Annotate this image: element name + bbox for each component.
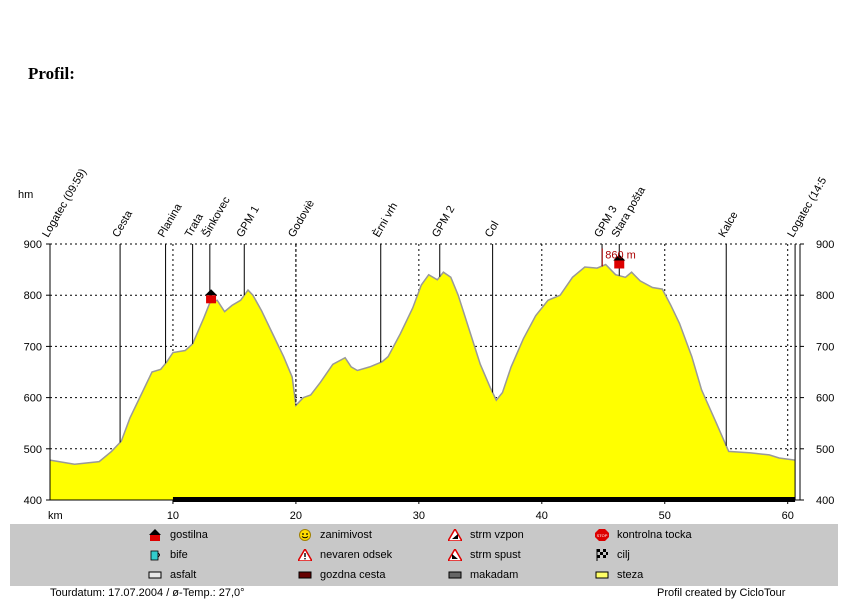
marker-layer: 860 m <box>205 248 636 304</box>
axis-layer: 400 400 500 500 600 600 700 700 800 800 900 900 10 20… <box>24 239 835 520</box>
legend-label: bife <box>170 549 188 561</box>
elevation-area <box>50 264 796 500</box>
legend-item: zanimivost <box>298 529 372 541</box>
waypoint-label: GPM 2 <box>430 204 458 240</box>
x-tick-label: 60 <box>782 510 794 520</box>
smiley-icon <box>298 529 312 541</box>
footer-tour-info: Tourdatum: 17.07.2004 / ø-Temp.: 27,0° <box>50 587 245 599</box>
y-tick-label-right: 500 <box>816 444 834 456</box>
legend-label: steza <box>617 569 644 581</box>
profile-area-layer <box>49 263 796 500</box>
x-tick-label: 10 <box>167 510 179 520</box>
house-roof <box>613 254 626 261</box>
page-title: Profil: <box>28 64 75 83</box>
y-tick-label-left: 500 <box>24 444 42 456</box>
y-tick-label-left: 900 <box>24 239 42 251</box>
legend-label: makadam <box>470 569 519 581</box>
y-axis-label-left: hm <box>18 189 33 201</box>
elevation-outline <box>49 263 796 465</box>
y-tick-label-right: 700 <box>816 341 834 353</box>
x-tick-label: 30 <box>413 510 425 520</box>
house-body <box>614 260 625 269</box>
legend-label: zanimivost <box>320 529 372 541</box>
cup-icon <box>148 549 162 561</box>
waypoint-label: Cesta <box>110 208 135 240</box>
legend-item: steza <box>595 569 643 581</box>
legend-item: makadam <box>448 569 518 581</box>
legend-item: gostilna <box>148 529 208 541</box>
y-tick-label-right: 900 <box>816 239 834 251</box>
y-tick-label-right: 800 <box>816 290 834 302</box>
waypoint-label: Logatec (14:5 <box>785 175 829 239</box>
waypoint-label: Kalce <box>716 210 740 240</box>
y-tick-label-right: 400 <box>816 495 834 507</box>
gravel-swatch <box>448 569 462 581</box>
x-tick-label: 20 <box>290 510 302 520</box>
house-body <box>206 295 217 304</box>
legend-label: gozdna cesta <box>320 569 386 581</box>
surface-segment-makadam <box>172 497 796 502</box>
y-tick-label-right: 600 <box>816 393 834 405</box>
legend-label: cilj <box>617 549 630 561</box>
y-tick-label-left: 600 <box>24 393 42 405</box>
legend-item: STOP kontrolna tocka <box>595 529 692 541</box>
legend-panel: gostilna zanimivost strm vzpon STOP kontroln… <box>10 524 838 586</box>
forest-road-swatch <box>298 569 312 581</box>
steep-climb-icon <box>446 527 464 542</box>
legend-label: asfalt <box>170 569 197 581</box>
y-tick-label-left: 800 <box>24 290 42 302</box>
x-axis-label: km <box>48 510 63 520</box>
stop-sign-icon: STOP <box>595 529 609 541</box>
legend-label: kontrolna tocka <box>617 529 692 541</box>
legend-item: strm vzpon <box>446 527 524 542</box>
legend-item: strm spust <box>446 547 521 562</box>
steep-descent-icon <box>446 547 464 562</box>
legend-label: gostilna <box>170 529 208 541</box>
waypoint-label: Planina <box>156 201 185 240</box>
x-tick-label: 40 <box>536 510 548 520</box>
house-icon <box>148 529 162 541</box>
legend-item: asfalt <box>148 569 196 581</box>
house-icon <box>205 289 218 304</box>
warning-icon <box>296 547 314 562</box>
waypoint-label: Logatec (09:59) <box>40 167 89 240</box>
y-tick-label-left: 400 <box>24 495 42 507</box>
waypoint-label: Col <box>483 219 502 239</box>
finish-flag-icon <box>595 549 609 561</box>
legend-label: nevaren odsek <box>320 549 393 561</box>
legend-item: bife <box>148 549 188 561</box>
house-icon <box>613 254 626 269</box>
y-tick-label-left: 700 <box>24 341 42 353</box>
legend-item: cilj <box>595 549 630 561</box>
asphalt-swatch <box>148 569 162 581</box>
svg-text:STOP: STOP <box>597 533 608 538</box>
footer-credit: Profil created by CicloTour <box>657 587 786 599</box>
peak-elevation-label: 860 m <box>605 249 636 261</box>
legend-item: gozdna cesta <box>298 569 385 581</box>
legend-label: strm vzpon <box>470 529 524 541</box>
waypoint-label: Èrni vrh <box>370 200 400 239</box>
legend-item: nevaren odsek <box>296 547 393 562</box>
house-roof <box>205 289 218 296</box>
trail-swatch <box>595 569 609 581</box>
legend-label: strm spust <box>470 549 521 561</box>
x-tick-label: 50 <box>659 510 671 520</box>
waypoint-label: Godoviè <box>286 198 317 239</box>
elevation-profile-chart: Logatec (09:59) Cesta PlaninaTrataŠinkovec… <box>18 167 835 520</box>
waypoint-label: GPM 1 <box>234 204 262 240</box>
